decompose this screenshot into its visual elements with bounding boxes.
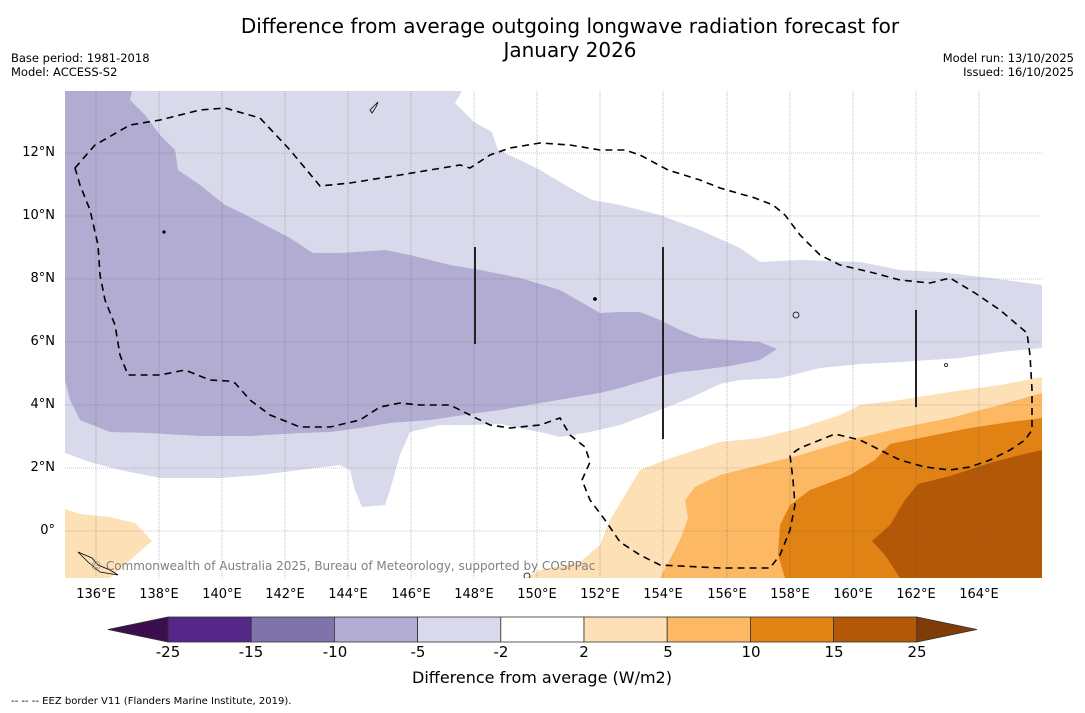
meta-left: Base period: 1981-2018 Model: ACCESS-S2	[11, 51, 150, 79]
region-minus10-minus5	[65, 91, 777, 436]
base-period-text: Base period: 1981-2018	[11, 51, 150, 65]
colorbar-tick: 5	[663, 643, 673, 661]
lat-label-8n: 8°N	[30, 271, 56, 286]
grid-lines	[65, 91, 1042, 578]
lat-label-10n: 10°N	[22, 208, 55, 223]
lon-label-148e: 148°E	[454, 587, 494, 602]
lat-label-0: 0°	[40, 523, 55, 538]
colorbar-tick: -5	[410, 643, 426, 661]
region-15-25	[872, 450, 1042, 578]
title-line-1: Difference from average outgoing longwav…	[240, 14, 900, 38]
lon-label-136e: 136°E	[76, 587, 116, 602]
lon-label-152e: 152°E	[580, 587, 620, 602]
lon-label-142e: 142°E	[265, 587, 305, 602]
meta-right: Model run: 13/10/2025 Issued: 16/10/2025	[943, 51, 1074, 79]
colorbar-tick: -15	[238, 643, 264, 661]
colorbar-tick: -10	[322, 643, 348, 661]
eez-borders	[74, 107, 1033, 569]
lon-label-144e: 144°E	[328, 587, 368, 602]
lat-label-12n: 12°N	[22, 145, 55, 160]
lat-label-6n: 6°N	[30, 334, 56, 349]
island-new-guinea-coast	[77, 551, 119, 576]
colorbar-tick: -25	[155, 643, 181, 661]
island-guam	[369, 101, 379, 114]
lon-label-140e: 140°E	[202, 587, 242, 602]
copyright-text: © Commonwealth of Australia 2025, Bureau…	[90, 559, 595, 573]
lon-label-150e: 150°E	[517, 587, 557, 602]
map-plot-area: © Commonwealth of Australia 2025, Bureau…	[65, 91, 1042, 578]
islands	[77, 101, 948, 578]
title-line-2: January 2026	[503, 38, 637, 62]
colorbar-tick: 15	[824, 643, 844, 661]
lon-label-146e: 146°E	[391, 587, 431, 602]
lon-label-154e: 154°E	[643, 587, 683, 602]
lat-label-2n: 2°N	[30, 460, 56, 475]
eez-footnote: -- -- -- EEZ border V11 (Flanders Marine…	[11, 696, 292, 707]
colorbar-title: Difference from average (W/m2)	[412, 668, 672, 687]
lat-label-4n: 4°N	[30, 397, 56, 412]
lon-label-160e: 160°E	[833, 587, 873, 602]
colorbar-tick: -2	[493, 643, 509, 661]
model-run-text: Model run: 13/10/2025	[942, 51, 1074, 65]
colorbar-tick: 25	[907, 643, 927, 661]
colorbar-tick: 10	[741, 643, 761, 661]
issued-text: Issued: 16/10/2025	[963, 65, 1074, 79]
lon-label-156e: 156°E	[707, 587, 747, 602]
lon-label-164e: 164°E	[959, 587, 999, 602]
eez-border-palau	[74, 107, 1033, 569]
chart-title: Difference from average outgoing longwav…	[170, 14, 970, 62]
model-text: Model: ACCESS-S2	[11, 65, 118, 79]
lon-label-138e: 138°E	[139, 587, 179, 602]
eez-solid-lines	[474, 247, 917, 439]
lon-label-162e: 162°E	[896, 587, 936, 602]
colorbar-tick: 2	[579, 643, 589, 661]
island-pohnpei	[792, 311, 800, 319]
lon-label-158e: 158°E	[770, 587, 810, 602]
